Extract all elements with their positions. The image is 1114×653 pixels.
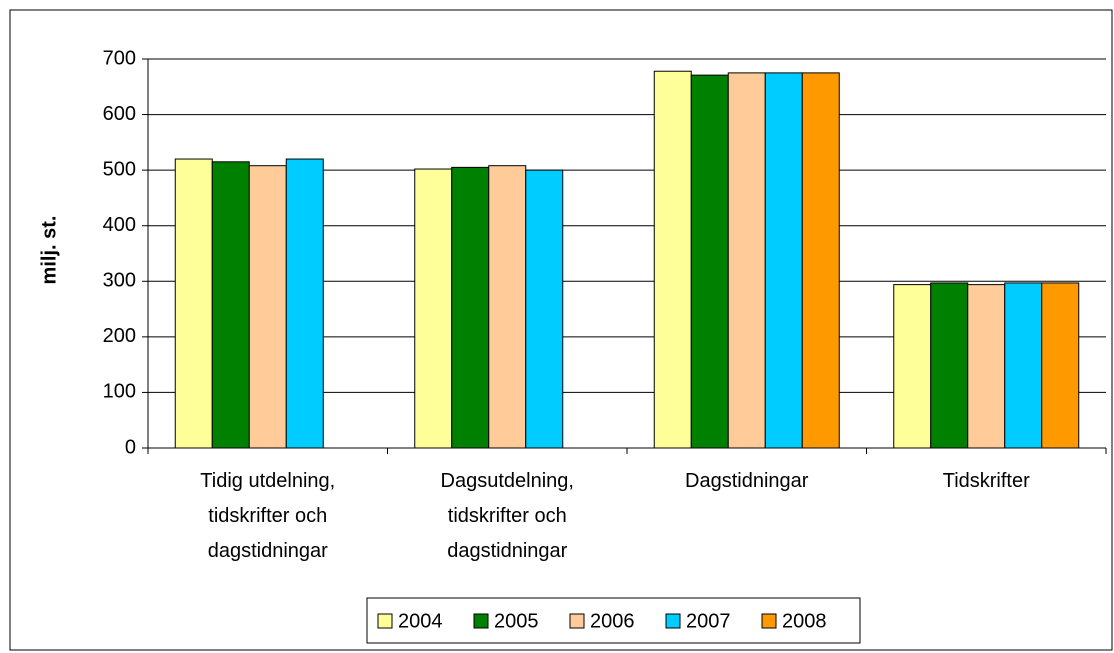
- bar: [801, 72, 840, 449]
- bar: [248, 165, 287, 449]
- y-tick-label: 600: [103, 103, 136, 125]
- legend-swatch: [761, 613, 777, 629]
- legend-label: 2005: [494, 610, 539, 632]
- bar: [930, 282, 969, 449]
- bar: [653, 70, 692, 449]
- bar: [764, 72, 803, 449]
- bar: [488, 165, 527, 449]
- bar: [1041, 282, 1080, 449]
- legend-label: 2008: [782, 610, 827, 632]
- y-tick-label: 200: [103, 325, 136, 347]
- legend-label: 2007: [686, 610, 731, 632]
- bar: [690, 74, 729, 449]
- legend-swatch: [377, 613, 393, 629]
- x-tick-label: Tidig utdelning, tidskrifter och dagstidni…: [200, 470, 335, 562]
- bar: [174, 158, 213, 449]
- legend-label: 2006: [590, 610, 635, 632]
- bar: [414, 168, 453, 449]
- y-tick-label: 0: [125, 436, 136, 458]
- bar: [451, 166, 490, 449]
- x-tick-label: Tidskrifter: [943, 470, 1030, 492]
- y-axis-label: milj. st.: [38, 216, 60, 285]
- legend-swatch: [665, 613, 681, 629]
- y-tick-label: 100: [103, 381, 136, 403]
- bar: [211, 161, 250, 449]
- x-tick-label: Dagsutdelning, tidskrifter och dagstidning…: [441, 470, 574, 562]
- legend-swatch: [473, 613, 489, 629]
- x-tick-label: Dagstidningar: [685, 470, 809, 492]
- legend-box: [366, 597, 861, 644]
- y-tick-label: 400: [103, 214, 136, 236]
- bar: [967, 284, 1006, 449]
- y-tick-label: 500: [103, 158, 136, 180]
- bar: [525, 169, 564, 449]
- bar: [1004, 282, 1043, 449]
- bar: [727, 72, 766, 449]
- legend-swatch: [569, 613, 585, 629]
- y-tick-label: 300: [103, 270, 136, 292]
- bar: [285, 158, 324, 449]
- y-tick-label: 700: [103, 47, 136, 69]
- legend-label: 2004: [398, 610, 443, 632]
- bar: [893, 284, 932, 449]
